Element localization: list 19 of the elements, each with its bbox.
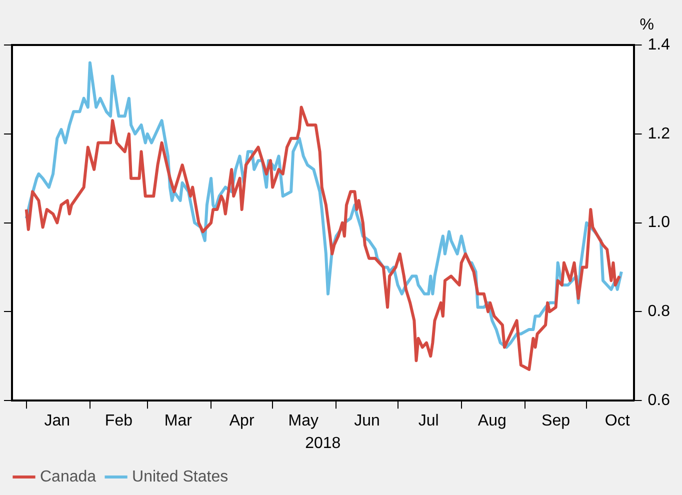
y-tick-label: 1.0 (648, 214, 670, 232)
legend-label: Canada (40, 468, 96, 486)
y-tick-label: 1.4 (648, 36, 670, 54)
x-tick-label: Jan (44, 412, 70, 430)
y-tick-label: 0.6 (648, 392, 670, 410)
x-tick-label: Aug (478, 412, 506, 430)
x-tick-label: Oct (604, 412, 630, 430)
x-tick-label: Feb (104, 412, 133, 430)
x-tick-label: Sep (542, 412, 570, 430)
y-tick-label: 1.2 (648, 125, 670, 142)
x-tick-label: Mar (164, 412, 193, 430)
x-tick-label: Jul (418, 412, 439, 430)
y-tick-label: 0.8 (648, 303, 670, 320)
x-tick-label: Jun (354, 412, 380, 430)
legend-label: United States (132, 468, 228, 486)
y-axis-title: % (640, 16, 654, 34)
x-tick-label: Apr (229, 412, 255, 430)
x-axis-title: 2018 (305, 434, 341, 452)
x-tick-label: May (288, 412, 318, 430)
